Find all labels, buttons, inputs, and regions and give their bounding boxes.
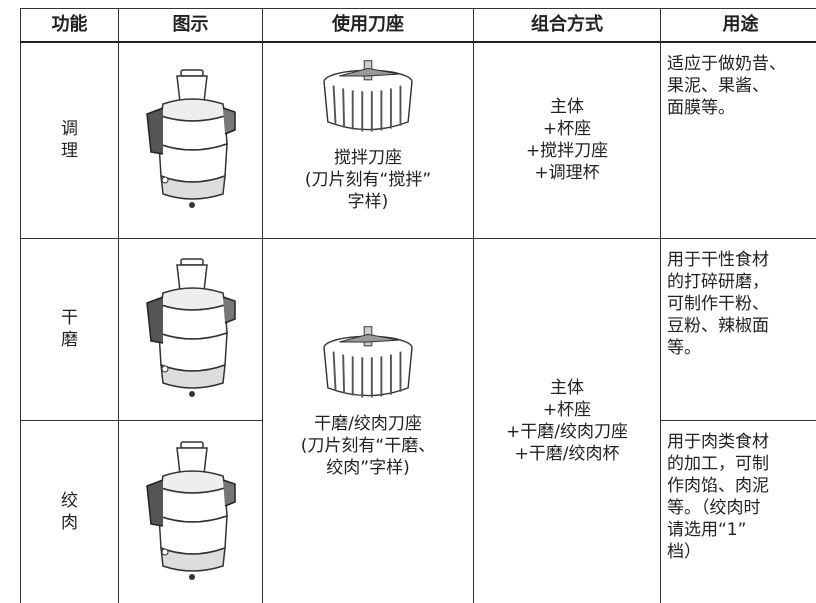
image-cell bbox=[118, 41, 263, 239]
text-line: 绞肉”字样) bbox=[326, 457, 410, 478]
text-line: 档） bbox=[667, 541, 701, 562]
text-line: 果泥、果酱、 bbox=[667, 76, 769, 96]
text-line: (刀片刻有“搅拌” bbox=[304, 170, 432, 190]
text-line: 作肉馅、肉泥 bbox=[667, 475, 769, 496]
text-line: 理 bbox=[61, 141, 78, 162]
text-line: 等。（绞肉时 bbox=[667, 497, 761, 518]
table-row: 干磨干磨/绞肉刀座 (刀片刻有“干磨、 绞肉”字样) 主体 +杯座 +干磨/绞肉刀座 +干磨… bbox=[20, 237, 816, 603]
text-line: 适应于做奶昔、 bbox=[667, 54, 786, 74]
header-cell: 功能 bbox=[20, 8, 119, 43]
table: 功能 图示 使用刀座 组合方式 用途调理搅拌刀座 (刀片刻有“搅拌” 字样) 主体 +杯座 +搅拌… bbox=[20, 8, 816, 603]
blade-image bbox=[263, 321, 473, 413]
usage-cell: 适应于做奶昔、 果泥、果酱、 面膜等。 bbox=[660, 41, 816, 239]
usage-cell: 用于干性食材 的打碎研磨， 可制作干粉、 豆粉、辣椒面 等。 bbox=[660, 237, 816, 421]
blade-cell: 搅拌刀座 (刀片刻有“搅拌” 字样) bbox=[262, 41, 474, 239]
table-row: 调理搅拌刀座 (刀片刻有“搅拌” 字样) 主体 +杯座 +搅拌刀座 +调理杯 适应于做奶昔、果… bbox=[20, 41, 816, 239]
text-line: 字样) bbox=[347, 192, 389, 212]
text-line: 调 bbox=[61, 119, 78, 140]
text-line: 干磨/绞肉刀座 bbox=[314, 413, 422, 434]
text-line: 肉 bbox=[61, 512, 78, 533]
image-cell bbox=[118, 237, 263, 421]
text-line: 搅拌刀座 bbox=[334, 148, 402, 168]
text-line: 豆粉、辣椒面 bbox=[667, 315, 769, 336]
text-line: 主体 bbox=[550, 97, 584, 118]
illustration bbox=[323, 325, 413, 398]
combination-cell: 主体 +杯座 +干磨/绞肉刀座 +干磨/绞肉杯 bbox=[473, 237, 661, 603]
text-line: 绞 bbox=[61, 490, 78, 511]
text-line: +杯座 bbox=[542, 119, 592, 140]
function-cell: 干磨 bbox=[20, 237, 119, 421]
header-cell: 使用刀座 bbox=[262, 8, 474, 43]
header-cell: 组合方式 bbox=[473, 8, 661, 43]
header-cell: 图示 bbox=[118, 8, 263, 43]
text-line: 的打碎研磨， bbox=[667, 271, 769, 292]
blade-image bbox=[263, 55, 473, 147]
text-line: +杯座 bbox=[542, 399, 592, 420]
text-line: 主体 bbox=[550, 377, 584, 398]
function-cell: 调理 bbox=[20, 41, 119, 239]
text-line: +搅拌刀座 bbox=[525, 141, 609, 162]
function-cell: 绞肉 bbox=[20, 419, 119, 603]
illustration bbox=[145, 69, 236, 209]
text-line: +干磨/绞肉杯 bbox=[514, 443, 620, 464]
text-line: (刀片刻有“干磨、 bbox=[300, 435, 436, 456]
text-line: +干磨/绞肉刀座 bbox=[506, 421, 628, 442]
illustration bbox=[145, 440, 236, 581]
text-line: 用于干性食材 bbox=[667, 249, 769, 270]
usage-cell: 用于肉类食材 的加工，可制 作肉馅、肉泥 等。（绞肉时 请选用“1” 档） bbox=[660, 419, 816, 603]
text-line: 用于肉类食材 bbox=[667, 431, 769, 452]
header-cell: 用途 bbox=[660, 8, 816, 43]
text-line: 面膜等。 bbox=[667, 98, 735, 118]
text-line: 请选用“1” bbox=[667, 519, 747, 540]
text-line: 可制作干粉、 bbox=[667, 293, 769, 314]
text-line: 干 bbox=[61, 308, 78, 328]
text-line: 的加工，可制 bbox=[667, 453, 769, 474]
combination-cell: 主体 +杯座 +搅拌刀座 +调理杯 bbox=[473, 41, 661, 239]
illustration bbox=[323, 59, 413, 133]
text-line: 磨 bbox=[61, 330, 78, 350]
image-cell bbox=[118, 419, 263, 603]
text-line: 等。 bbox=[667, 337, 701, 358]
blade-cell: 干磨/绞肉刀座 (刀片刻有“干磨、 绞肉”字样) bbox=[262, 237, 474, 603]
header-row: 功能 图示 使用刀座 组合方式 用途 bbox=[20, 8, 816, 43]
illustration bbox=[145, 258, 236, 398]
text-line: +调理杯 bbox=[534, 163, 600, 184]
